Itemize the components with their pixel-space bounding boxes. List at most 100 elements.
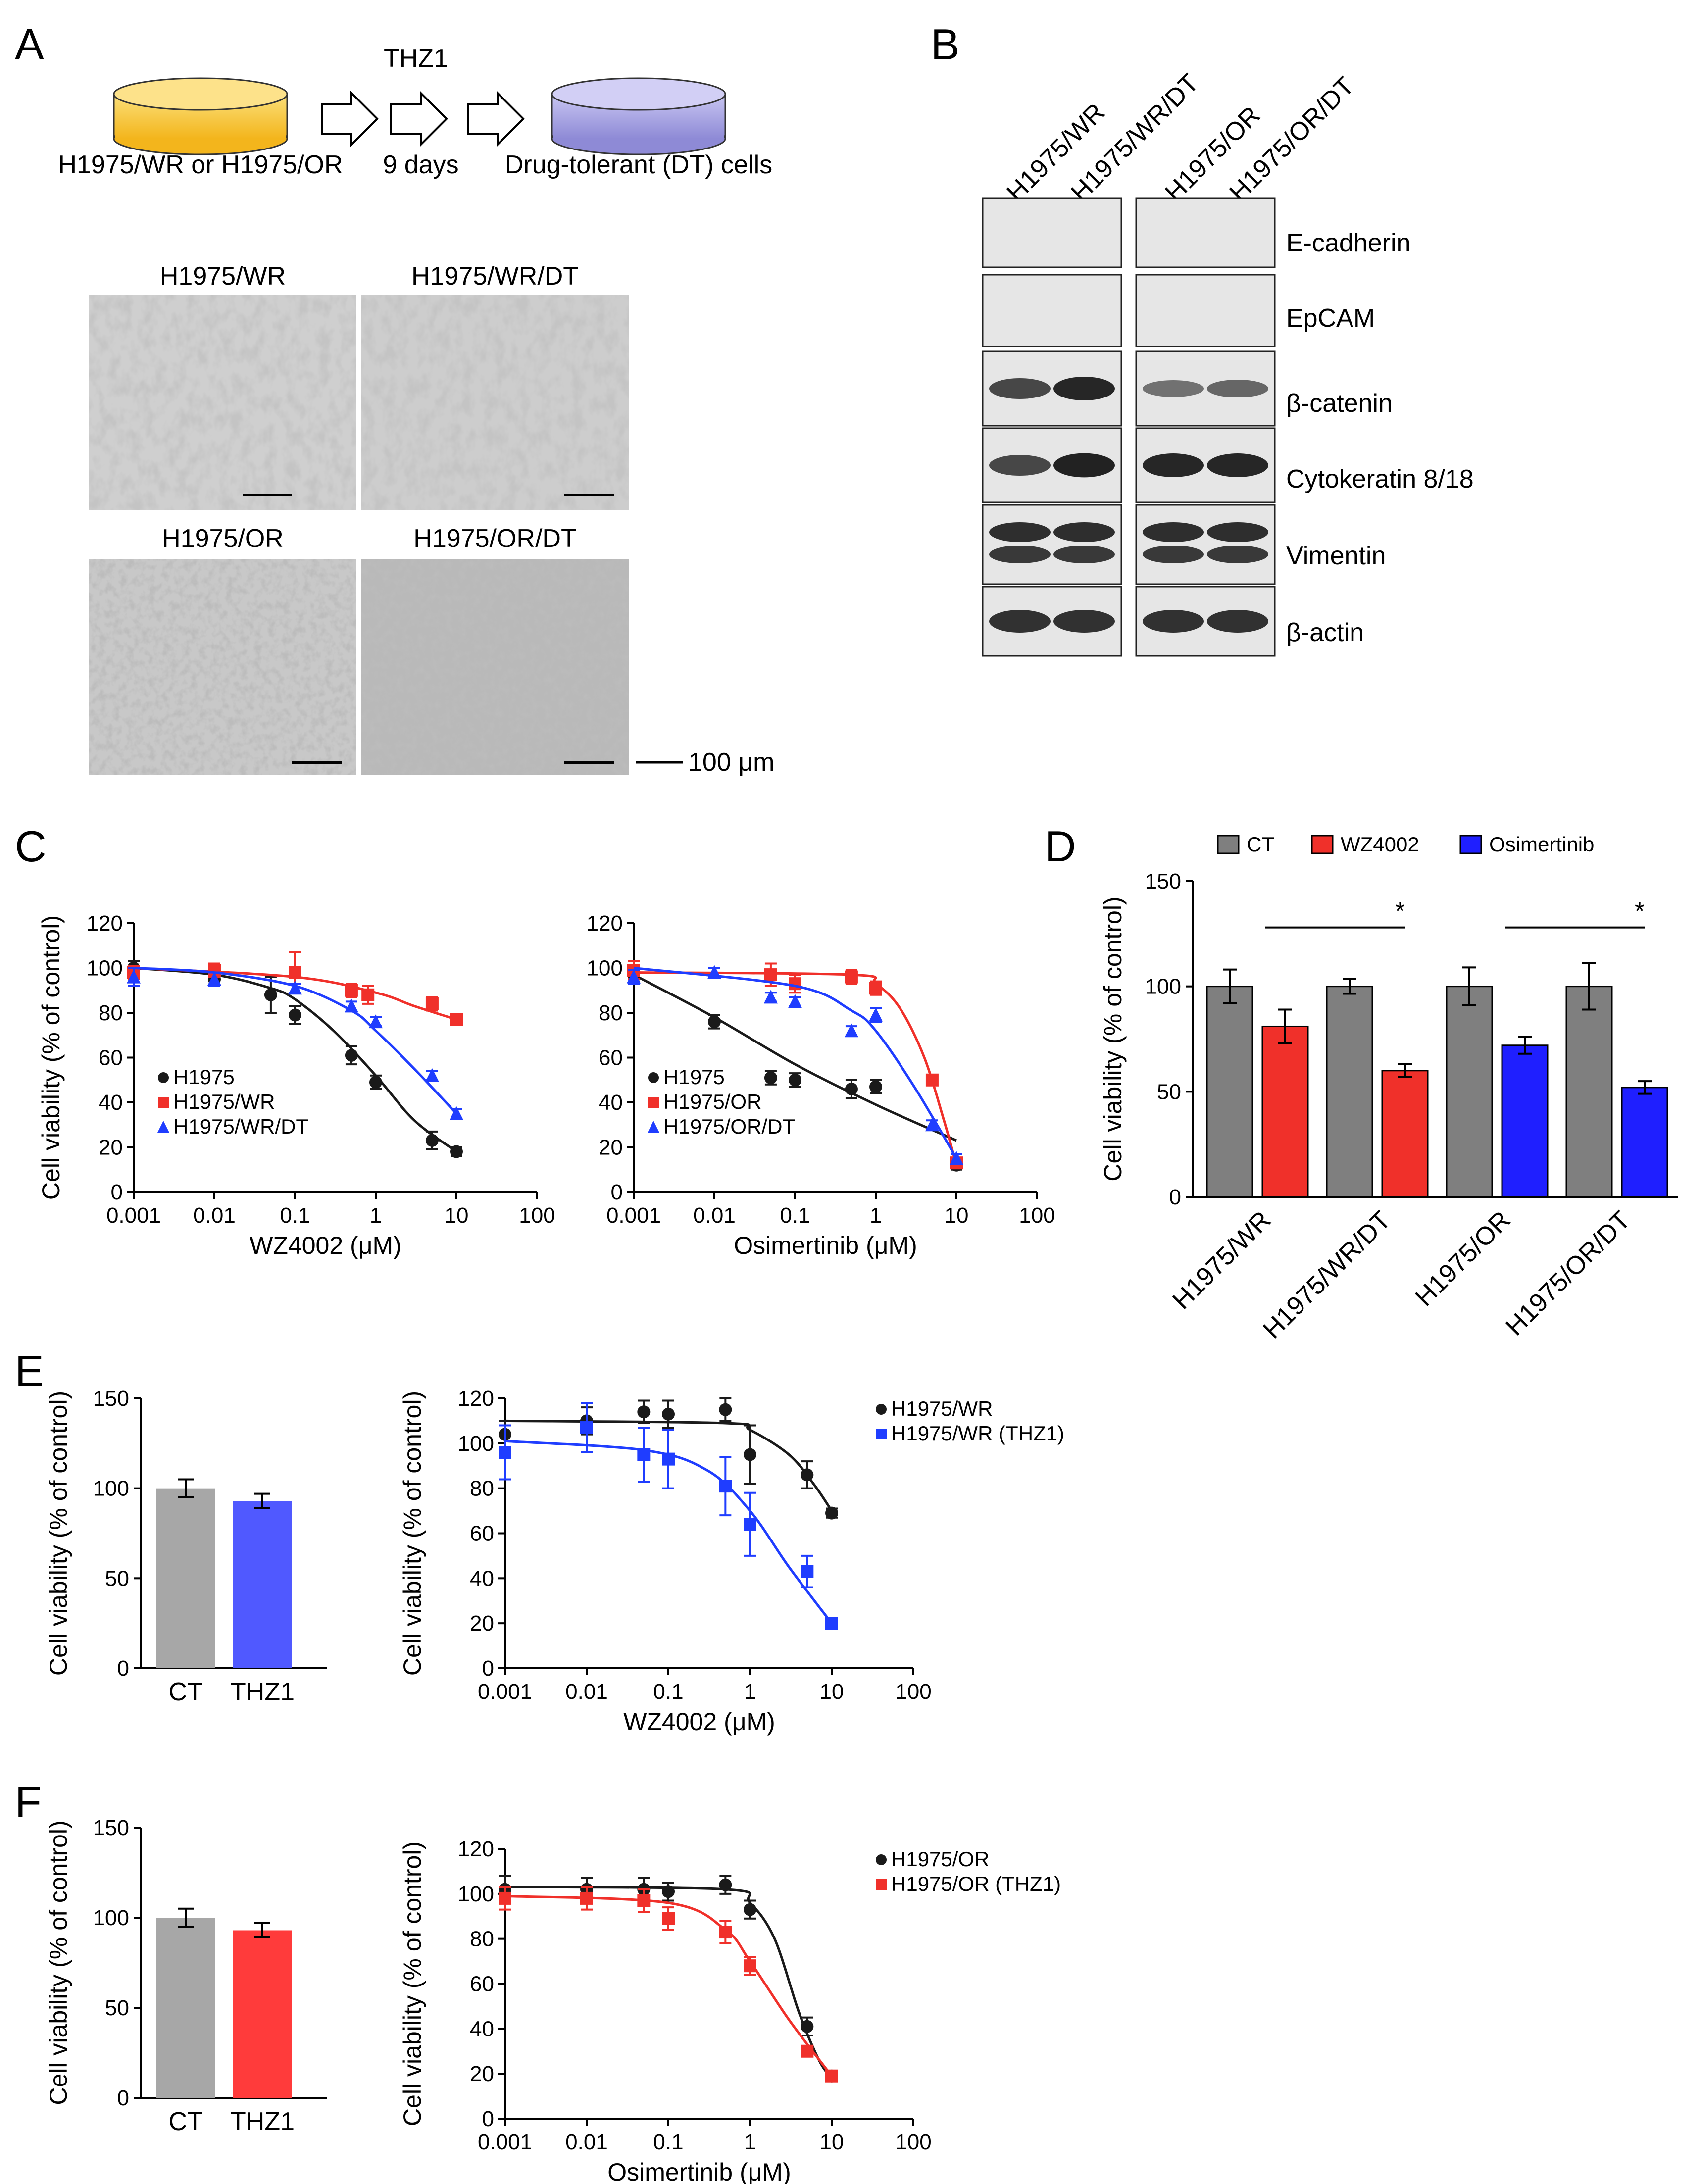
data-point — [499, 1446, 511, 1459]
data-point — [648, 1097, 659, 1108]
data-point — [637, 1894, 651, 1907]
x-tick-label: 0.001 — [478, 2130, 532, 2154]
x-axis-title: Osimertinib (μM) — [734, 1232, 917, 1259]
x-tick-label: 0.01 — [565, 1680, 608, 1704]
blot-band — [1143, 380, 1204, 397]
data-point — [662, 1885, 675, 1898]
x-tick-label: 100 — [895, 2130, 931, 2154]
category-label: H1975/WR/DT — [1257, 1205, 1396, 1344]
data-point — [648, 1072, 659, 1083]
data-point — [425, 1134, 439, 1147]
bar — [1206, 986, 1253, 1198]
bar — [156, 1488, 215, 1668]
data-point — [876, 1879, 887, 1890]
legend-label: H1975/WR/DT — [173, 1115, 308, 1138]
bar — [1501, 1044, 1549, 1198]
micrograph-title: H1975/WR — [160, 262, 286, 291]
x-axis-title: Osimertinib (μM) — [607, 2158, 791, 2184]
x-tick-label: 0.01 — [693, 1203, 736, 1228]
legend-label: H1975 — [173, 1065, 235, 1089]
start-label: H1975/WR or H1975/OR — [58, 150, 343, 179]
data-point — [844, 1023, 858, 1038]
blot-band — [1207, 546, 1268, 563]
data-point — [361, 988, 375, 1001]
legend-swatch — [1311, 835, 1334, 854]
blot-band — [1053, 377, 1115, 400]
scale-bar-label: 100 μm — [688, 748, 774, 777]
category-label: H1975/OR — [1410, 1205, 1516, 1312]
legend-label: H1975 — [663, 1065, 725, 1089]
data-point — [764, 968, 777, 982]
panel-label-a: A — [15, 20, 44, 69]
data-point — [719, 1878, 732, 1891]
blot-band — [1207, 522, 1268, 542]
x-tick-label: 0.01 — [565, 2130, 608, 2154]
blot-band — [1143, 546, 1204, 563]
y-axis-title: Cell viability (% of control) — [399, 1391, 426, 1676]
panel-label-d: D — [1045, 822, 1076, 871]
y-tick-label: 120 — [87, 911, 123, 936]
legend-label: H1975/OR — [663, 1090, 761, 1113]
protein-label: β-actin — [1286, 618, 1364, 647]
blot-band — [1207, 610, 1268, 633]
data-point — [627, 969, 641, 984]
y-tick-label: 100 — [1145, 975, 1181, 999]
x-axis-title: WZ4002 (μM) — [250, 1232, 401, 1259]
chart-c-osimertinib: 0.001 0.01 0.1 1 10 100 0 20 40 60 80 100 120 Osimert… — [587, 911, 1055, 1259]
data-point — [719, 1480, 732, 1493]
data-point — [764, 1071, 777, 1085]
blot-band — [1053, 453, 1115, 478]
x-tick-label: 10 — [445, 1203, 469, 1228]
y-tick-label: 40 — [599, 1091, 623, 1115]
blot-band — [989, 546, 1051, 563]
y-tick-label: 150 — [1145, 869, 1181, 893]
duration-label: 9 days — [383, 150, 458, 179]
x-tick-label: 0.001 — [478, 1680, 532, 1704]
blot-band — [1207, 453, 1268, 477]
y-tick-label: 100 — [587, 956, 623, 981]
y-axis-title: Cell viability (% of control) — [399, 1841, 426, 2126]
fit-curve — [633, 973, 957, 1142]
y-axis-title: Cell viability (% of control) — [45, 1391, 72, 1676]
x-axis-title: WZ4002 (μM) — [623, 1708, 775, 1736]
blot-strip — [982, 197, 1122, 268]
legend-label: H1975/OR — [891, 1847, 989, 1871]
category-label: H1975/WR — [1167, 1205, 1277, 1315]
x-tick-label: 0.001 — [606, 1203, 661, 1228]
data-point — [289, 1008, 301, 1022]
y-tick-label: 20 — [470, 2062, 494, 2086]
data-point — [637, 1448, 651, 1461]
micrograph-image — [89, 559, 356, 775]
bar — [1381, 1070, 1429, 1198]
data-point — [869, 1007, 883, 1022]
blot-band — [989, 378, 1051, 399]
bar — [1565, 986, 1613, 1198]
y-tick-label: 0 — [117, 2086, 129, 2110]
protein-label: Vimentin — [1286, 542, 1386, 570]
y-tick-label: 0 — [482, 2107, 494, 2131]
data-point — [425, 997, 439, 1010]
y-tick-label: 0 — [1169, 1185, 1181, 1209]
data-point — [207, 972, 221, 986]
chart-f-bar: 0 50 100 150 Cell viability (% of control) CT… — [45, 1816, 327, 2136]
data-point — [789, 1073, 801, 1087]
data-point — [158, 1072, 169, 1083]
data-point — [648, 1121, 659, 1133]
data-point — [825, 1617, 838, 1630]
data-point — [845, 970, 858, 984]
panel-a-schematic: H1975/WR or H1975/OR THZ1 9 days Drug-to… — [58, 44, 772, 179]
data-point — [580, 1421, 593, 1435]
blot-band — [989, 455, 1051, 476]
legend-label: H1975/WR (THZ1) — [891, 1422, 1064, 1445]
data-point — [425, 1068, 439, 1082]
data-point — [744, 1448, 756, 1461]
panel-label-c: C — [15, 822, 47, 871]
data-point — [662, 1912, 675, 1925]
x-tick-label: 1 — [370, 1203, 382, 1228]
y-tick-label: 80 — [470, 1927, 494, 1951]
y-tick-label: 0 — [482, 1656, 494, 1681]
blot-band — [989, 610, 1051, 633]
blot-strip — [982, 274, 1122, 347]
protein-label: β-catenin — [1286, 389, 1393, 418]
